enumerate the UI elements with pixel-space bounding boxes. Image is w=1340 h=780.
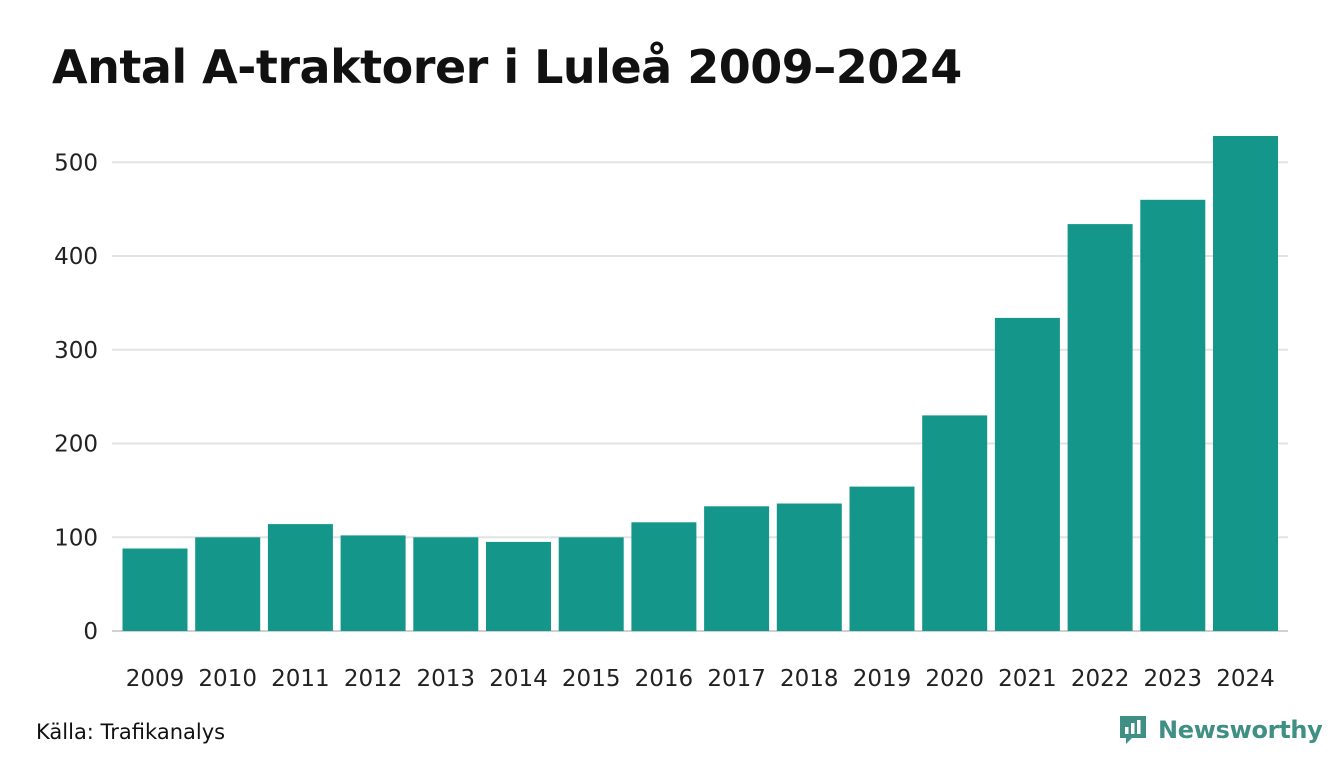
source-note: Källa: Trafikanalys	[36, 720, 226, 744]
bar-2012	[340, 535, 406, 631]
x-tick-label: 2019	[853, 666, 912, 692]
x-tick-label: 2010	[198, 666, 257, 692]
brand-name: Newsworthy	[1158, 716, 1323, 744]
y-axis-ticks: 0 100 200 300 400 500	[54, 150, 98, 645]
bar-2011	[267, 524, 333, 631]
bars	[122, 136, 1278, 632]
chart-title: Antal A-traktorer i Luleå 2009–2024	[52, 40, 962, 94]
x-tick-label: 2012	[344, 666, 403, 692]
bar-2021	[994, 317, 1060, 631]
y-tick-label: 500	[54, 150, 98, 176]
bar-2015	[558, 537, 624, 632]
newsworthy-logo-icon	[1120, 716, 1146, 744]
bar-2024	[1213, 136, 1278, 631]
x-tick-label: 2009	[126, 666, 185, 692]
bar-2023	[1140, 199, 1206, 632]
x-tick-label: 2021	[998, 666, 1057, 692]
y-tick-label: 400	[54, 244, 98, 270]
y-tick-label: 100	[54, 525, 98, 551]
bar-2022	[1067, 224, 1133, 631]
bar-2013	[413, 537, 479, 632]
x-tick-label: 2015	[562, 666, 621, 692]
bar-2016	[631, 522, 697, 632]
bar-2018	[776, 503, 842, 631]
bar-2019	[849, 486, 915, 631]
x-tick-label: 2013	[417, 666, 476, 692]
bar-2009	[122, 548, 188, 631]
bar-2014	[486, 541, 551, 631]
bar-2017	[704, 506, 770, 631]
x-tick-label: 2023	[1144, 666, 1203, 692]
x-tick-label: 2016	[635, 666, 694, 692]
x-tick-label: 2022	[1071, 666, 1130, 692]
y-tick-label: 300	[54, 338, 98, 364]
x-tick-label: 2024	[1216, 666, 1275, 692]
x-axis-ticks: 2009 2010 2011 2012 2013 2014 2015 2016 2017 2018…	[126, 666, 1275, 692]
bar-2020	[922, 415, 988, 631]
bar-2010	[195, 537, 261, 632]
x-tick-label: 2014	[489, 666, 548, 692]
y-tick-label: 0	[83, 619, 98, 645]
x-tick-label: 2020	[925, 666, 984, 692]
x-tick-label: 2011	[271, 666, 330, 692]
bar-chart: 0 100 200 300 400 500 2009 2010 2011 2012 2013 201…	[54, 136, 1288, 692]
x-tick-label: 2018	[780, 666, 839, 692]
x-tick-label: 2017	[707, 666, 766, 692]
brand-logo: Newsworthy	[1118, 714, 1323, 746]
y-tick-label: 200	[54, 432, 98, 458]
